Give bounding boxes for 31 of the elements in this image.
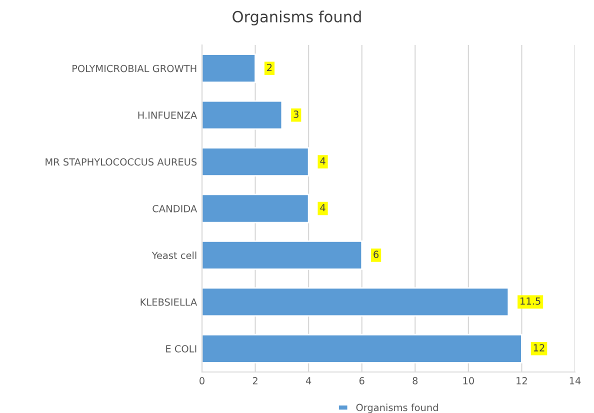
bar (202, 100, 283, 130)
x-tick-label: 2 (252, 377, 258, 384)
data-label: 2 (267, 64, 272, 72)
y-tick-label: H.INFUENZA (138, 112, 198, 119)
y-tick-label: Yeast cell (152, 252, 196, 260)
bar (202, 240, 363, 270)
x-tick-label: 0 (200, 377, 204, 384)
bar (202, 287, 510, 317)
y-tick-label: POLYMICROBIAL GROWTH (72, 64, 196, 72)
y-tick-label: CANDIDA (152, 204, 198, 212)
data-label: 11.5 (520, 298, 540, 305)
data-label: 4 (320, 204, 326, 212)
x-tick-label: 6 (359, 377, 364, 384)
x-tick-label: 10 (463, 377, 474, 384)
x-tick-label: 4 (306, 377, 312, 384)
bar (202, 194, 310, 224)
data-label: 6 (374, 250, 379, 258)
data-label: 12 (534, 344, 544, 352)
data-label: 4 (320, 157, 326, 164)
data-label: 3 (294, 110, 298, 118)
bar (202, 147, 310, 176)
y-tick-label: E COLI (166, 345, 196, 352)
y-tick-label: KLEBSIELLA (140, 298, 198, 306)
bar (202, 54, 256, 84)
legend-label: Organisms found (356, 404, 438, 413)
x-tick-label: 12 (516, 377, 527, 384)
bar (202, 334, 522, 364)
y-tick-label: MR STAPHYLOCOCCUS AUREUS (46, 158, 197, 166)
chart-title: Organisms found (232, 10, 361, 26)
x-tick-label: 8 (412, 377, 418, 384)
x-tick-label: 14 (570, 377, 581, 384)
